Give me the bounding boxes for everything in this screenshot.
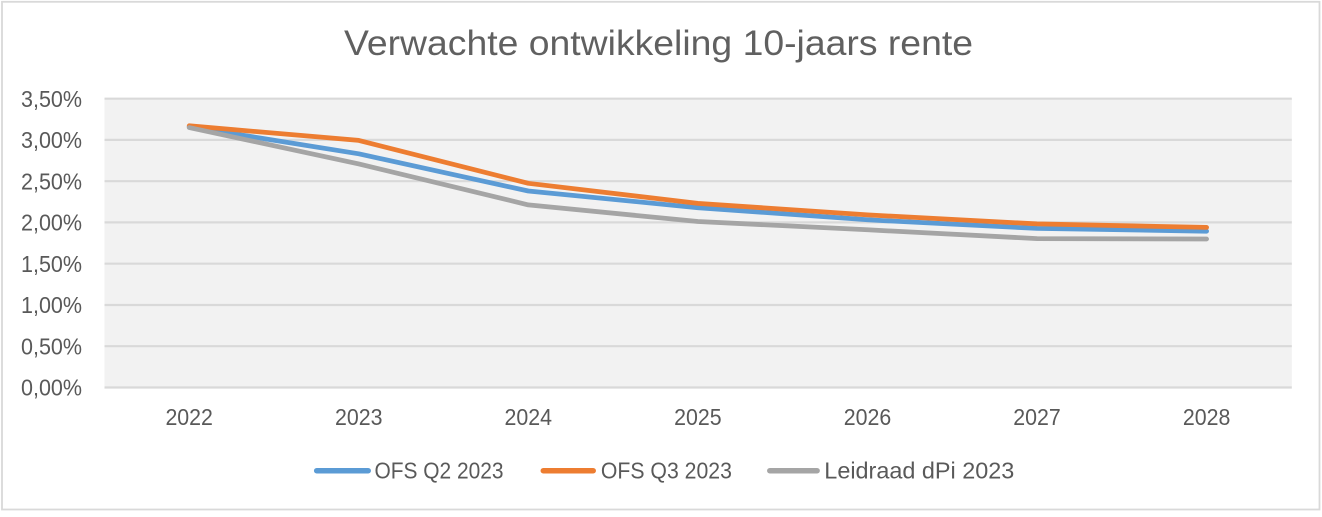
svg-text:Leidraad dPi 2023: Leidraad dPi 2023: [824, 457, 1014, 483]
svg-text:2022: 2022: [165, 404, 213, 430]
svg-text:OFS Q3 2023: OFS Q3 2023: [601, 457, 732, 483]
svg-text:2024: 2024: [505, 404, 553, 430]
svg-text:2,50%: 2,50%: [21, 168, 82, 194]
svg-text:Verwachte ontwikkeling 10-jaar: Verwachte ontwikkeling 10-jaars rente: [344, 24, 973, 63]
svg-text:0,50%: 0,50%: [21, 333, 82, 359]
svg-text:1,00%: 1,00%: [21, 292, 82, 318]
svg-text:2023: 2023: [335, 404, 383, 430]
svg-text:OFS Q2 2023: OFS Q2 2023: [375, 457, 504, 483]
svg-text:3,00%: 3,00%: [21, 127, 82, 153]
svg-text:2,00%: 2,00%: [21, 210, 82, 236]
svg-text:2028: 2028: [1183, 404, 1231, 430]
svg-text:3,50%: 3,50%: [21, 86, 82, 112]
svg-text:0,00%: 0,00%: [21, 375, 82, 401]
svg-text:1,50%: 1,50%: [21, 251, 82, 277]
svg-text:2026: 2026: [844, 404, 892, 430]
svg-text:2025: 2025: [674, 404, 722, 430]
svg-text:2027: 2027: [1013, 404, 1061, 430]
